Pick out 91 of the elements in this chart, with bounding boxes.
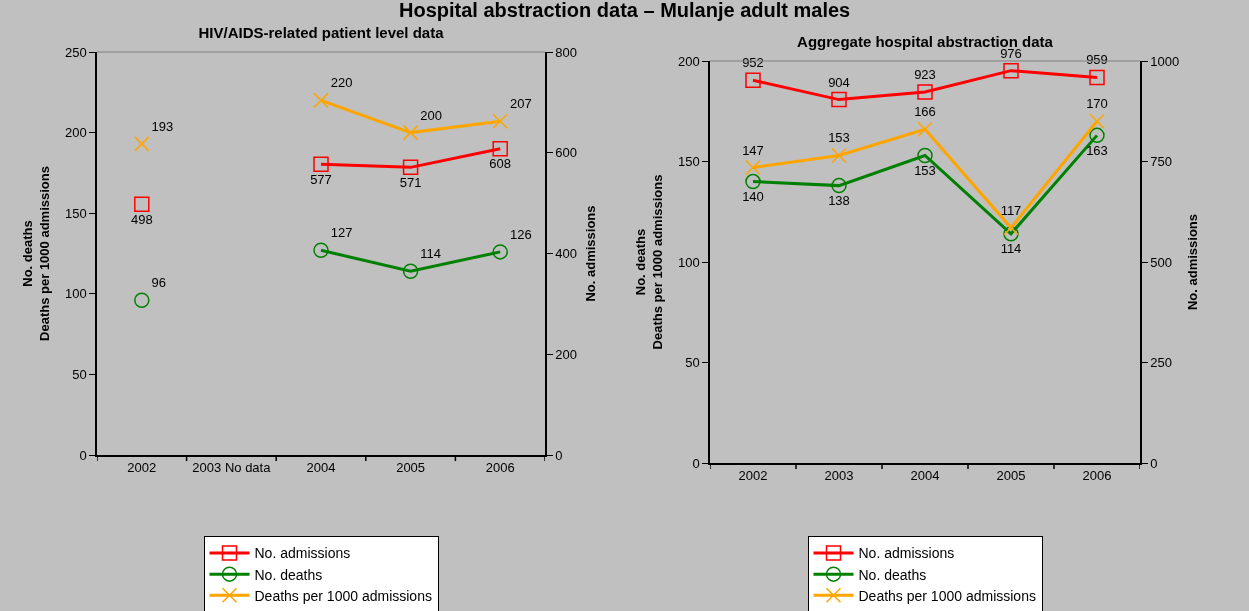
legend-label: No. admissions — [254, 545, 351, 562]
legend-label: No. admissions — [858, 545, 955, 562]
y-axis-title: No. deaths Deaths per 1000 admissions — [633, 174, 666, 350]
x-tick-label: 2004 — [306, 460, 336, 476]
data-label: 147 — [742, 142, 764, 158]
data-label: 952 — [742, 55, 764, 71]
point — [831, 147, 847, 164]
legend-label: No. deaths — [254, 566, 323, 583]
point — [134, 292, 150, 308]
point — [1003, 220, 1019, 236]
y-tick-label: 200 — [677, 53, 700, 69]
y2-tick-label: 200 — [555, 346, 578, 362]
data-label: 959 — [1086, 52, 1108, 68]
point — [1003, 62, 1019, 79]
point — [745, 72, 761, 89]
y-tick-label: 200 — [64, 125, 87, 141]
point — [134, 196, 150, 212]
y2-tick-label: 500 — [1150, 254, 1173, 270]
chart-title: Aggregate hospital abstraction data — [797, 33, 1054, 50]
x-tick-label: 2006 — [485, 460, 515, 476]
data-label: 608 — [489, 156, 512, 172]
point — [134, 136, 150, 152]
y-tick-label: 50 — [685, 355, 700, 371]
y2-axis-title: No. admissions — [1185, 213, 1201, 311]
data-label: 153 — [914, 162, 936, 178]
data-label: 200 — [420, 107, 443, 123]
x-tick-label: 2003 — [824, 468, 854, 484]
data-label: 114 — [420, 246, 442, 262]
x-tick-label: 2005 — [396, 460, 426, 476]
point — [1089, 127, 1105, 144]
data-label: 114 — [1000, 241, 1022, 257]
x-tick-label: 2006 — [1082, 468, 1112, 484]
data-label: 126 — [509, 226, 532, 242]
legend-label: No. deaths — [858, 566, 927, 583]
data-label: 923 — [914, 66, 936, 82]
data-label: 207 — [509, 96, 532, 112]
data-label: 153 — [828, 130, 850, 146]
x-tick-label: 2003 No data — [192, 460, 272, 476]
y2-tick-label: 400 — [555, 246, 578, 262]
data-label: 166 — [914, 104, 936, 120]
y-tick-label: 0 — [692, 455, 700, 471]
data-label: 96 — [151, 275, 167, 291]
y-tick-label: 0 — [79, 447, 87, 463]
y2-tick-label: 600 — [555, 145, 578, 161]
point — [313, 92, 329, 109]
point — [402, 124, 419, 141]
y-tick-label: 150 — [677, 154, 700, 170]
y-axis-title: No. deaths Deaths per 1000 admissions — [20, 166, 53, 341]
point — [831, 91, 847, 108]
legend-label: Deaths per 1000 admissions — [254, 587, 432, 604]
y2-tick-label: 800 — [555, 44, 578, 60]
data-label: 117 — [1000, 202, 1022, 218]
text: Hospital abstraction data – Mulanje adult males — [399, 0, 851, 21]
data-label: 127 — [330, 225, 353, 241]
data-label: 498 — [130, 211, 153, 227]
y2-tick-label: 0 — [1150, 455, 1158, 471]
point — [1089, 69, 1105, 86]
point — [1003, 226, 1019, 242]
data-label: 193 — [151, 118, 174, 134]
data-label: 220 — [330, 75, 353, 91]
data-label: 163 — [1086, 142, 1108, 158]
data-label: 138 — [828, 193, 850, 209]
legend-label: Deaths per 1000 admissions — [858, 587, 1036, 604]
data-label: 577 — [310, 171, 332, 187]
point — [492, 113, 508, 130]
y-tick-label: 250 — [64, 44, 87, 60]
y2-axis-title: No. admissions — [583, 205, 599, 302]
point — [917, 84, 933, 100]
data-label: 904 — [828, 74, 850, 90]
y-tick-label: 150 — [64, 205, 87, 221]
x-tick-label: 2002 — [738, 468, 768, 484]
y-tick-label: 100 — [64, 286, 87, 302]
point — [745, 173, 761, 190]
y-tick-label: 100 — [677, 254, 700, 270]
y2-tick-label: 0 — [555, 447, 563, 463]
y-tick-label: 50 — [72, 366, 87, 382]
y2-tick-label: 750 — [1150, 154, 1173, 170]
data-label: 571 — [399, 174, 422, 190]
point — [917, 147, 933, 164]
y2-tick-label: 1000 — [1150, 53, 1180, 69]
x-tick-label: 2002 — [127, 460, 157, 476]
data-label: 140 — [742, 189, 764, 205]
chart-title: HIV/AIDS-related patient level data — [198, 24, 445, 41]
y2-tick-label: 250 — [1150, 355, 1173, 371]
point — [917, 121, 933, 138]
point — [1089, 113, 1105, 130]
point — [831, 177, 847, 194]
x-tick-label: 2004 — [910, 468, 940, 484]
x-tick-label: 2005 — [996, 468, 1026, 484]
point — [745, 159, 761, 176]
data-label: 170 — [1086, 96, 1108, 112]
